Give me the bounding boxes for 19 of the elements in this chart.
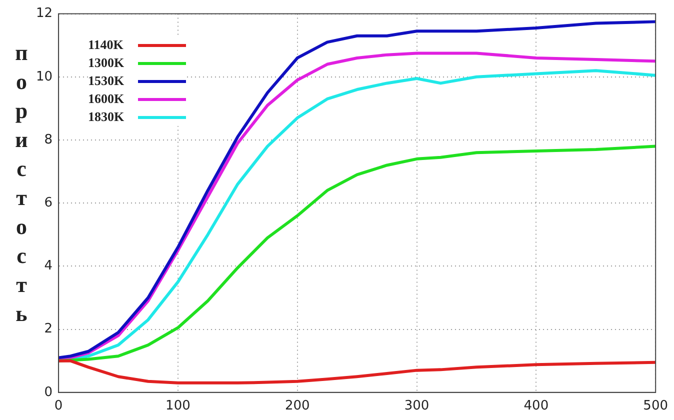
y-tick-label: 8 <box>44 132 53 148</box>
x-tick-label: 0 <box>54 398 63 414</box>
y-tick-label: 12 <box>36 6 53 22</box>
legend-label: 1600K <box>88 91 126 107</box>
y-tick-label: 0 <box>44 384 53 400</box>
x-tick-label: 300 <box>404 398 430 414</box>
legend-label: 1530K <box>88 73 126 89</box>
y-axis-title: пористость <box>8 40 34 330</box>
y-tick-label: 2 <box>44 322 53 337</box>
legend-label: 1300K <box>88 55 126 71</box>
x-tick-label: 500 <box>643 398 668 414</box>
x-tick-label: 200 <box>284 398 310 414</box>
y-tick-label: 6 <box>44 195 53 210</box>
x-tick-label: 100 <box>166 398 190 414</box>
legend-label: 1830K <box>88 109 126 125</box>
legend-label: 1140K <box>88 37 124 53</box>
x-tick-label: 400 <box>524 398 549 414</box>
y-tick-label: 4 <box>44 258 53 274</box>
y-tick-label: 10 <box>36 69 53 84</box>
